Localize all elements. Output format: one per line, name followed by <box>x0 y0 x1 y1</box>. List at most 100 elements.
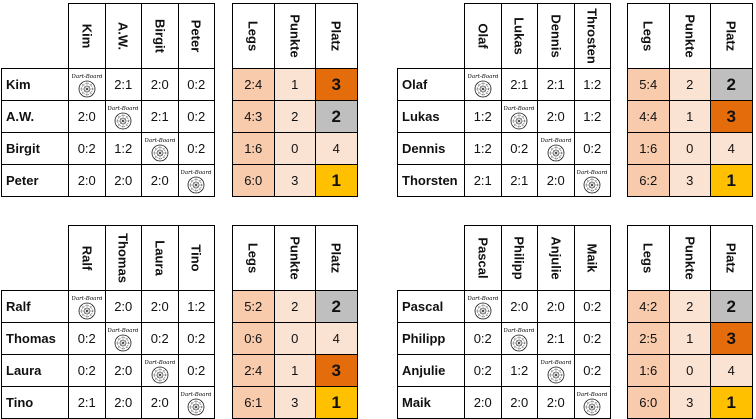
svg-text:Dart-Board: Dart-Board <box>577 392 607 398</box>
dartboard-logo-icon: Dart-Board <box>468 74 498 97</box>
player-column-label: Ralf <box>79 245 95 271</box>
rank-value: 3 <box>710 322 753 355</box>
match-result: 2:0 <box>104 354 142 387</box>
player-row: Thomas 0:2 Dart-Board 0:2 0:2 <box>1 322 215 355</box>
player-column-label: Philipp <box>511 236 527 280</box>
corner-cell <box>398 4 465 69</box>
legs-value: 2:5 <box>627 322 670 355</box>
match-result: 0:2 <box>573 132 611 165</box>
self-match-cell: Dart-Board <box>537 354 575 387</box>
match-result: 2:1 <box>500 164 538 197</box>
standings-column-label: Punkte <box>682 236 698 280</box>
match-result: 2:0 <box>68 164 106 197</box>
match-result: 2:1 <box>68 386 106 419</box>
points-value: 0 <box>668 132 711 165</box>
self-match-cell: Dart-Board <box>464 290 502 323</box>
player-row: Kim Dart-Board 2:1 2:0 0:2 <box>1 68 215 101</box>
player-column-label: Tino <box>188 244 204 272</box>
match-result: 2:0 <box>104 386 142 419</box>
standings-column-label: Legs <box>640 242 656 274</box>
dartboard-logo-icon: Dart-Board <box>577 170 607 193</box>
match-result: 0:2 <box>177 68 215 101</box>
self-match-cell: Dart-Board <box>573 386 611 419</box>
player-row-name: Thomas <box>1 322 69 355</box>
player-row: Pascal Dart-Board 2:0 2:0 0:2 <box>397 290 611 323</box>
standings-column-label: Platz <box>723 20 739 52</box>
standings-row: 1:6 0 4 <box>627 132 753 165</box>
standings-column-header: Legs <box>232 225 275 291</box>
standings-column-header: Legs <box>627 225 670 291</box>
dartboard-logo-icon: Dart-Board <box>541 360 571 383</box>
match-result: 1:2 <box>177 290 215 323</box>
legs-value: 0:6 <box>232 322 275 355</box>
match-result: 0:2 <box>177 322 215 355</box>
match-result: 2:0 <box>537 164 575 197</box>
rank-value: 4 <box>315 132 358 165</box>
standings-row: 6:0 3 1 <box>627 386 753 419</box>
header-row: Ralf Thomas Laura Tino <box>2 225 215 291</box>
standings-header-row: Legs Punkte Platz <box>627 225 753 291</box>
standings-row: 4:4 1 3 <box>627 100 753 133</box>
standings-column-header: Legs <box>627 3 670 69</box>
legs-value: 6:2 <box>627 164 670 197</box>
match-result: 2:1 <box>104 68 142 101</box>
standings-row: 1:6 0 4 <box>232 132 358 165</box>
standings-column-header: Punkte <box>273 225 316 291</box>
player-row-name: Tino <box>1 386 69 419</box>
points-value: 3 <box>273 164 316 197</box>
points-value: 3 <box>668 164 711 197</box>
svg-text:Dart-Board: Dart-Board <box>541 360 571 366</box>
rank-value: 2 <box>315 100 358 133</box>
points-value: 1 <box>273 354 316 387</box>
rank-value: 3 <box>315 354 358 387</box>
player-row: Ralf Dart-Board 2:0 2:0 1:2 <box>1 290 215 323</box>
player-column-header: Tino <box>177 225 215 291</box>
legs-value: 6:0 <box>627 386 670 419</box>
standings-column-header: Punkte <box>668 3 711 69</box>
self-match-cell: Dart-Board <box>104 322 142 355</box>
corner-cell <box>2 4 69 69</box>
self-match-cell: Dart-Board <box>500 322 538 355</box>
dartboard-logo-icon: Dart-Board <box>577 392 607 415</box>
match-result: 2:0 <box>141 386 179 419</box>
points-value: 0 <box>273 132 316 165</box>
svg-text:Dart-Board: Dart-Board <box>72 296 102 302</box>
player-column-header: Lukas <box>500 3 538 69</box>
player-column-header: Thomas <box>104 225 142 291</box>
match-matrix: Ralf Thomas Laura Tino Ralf Dart-Board 2:0 2:… <box>1 225 215 419</box>
dartboard-logo-icon: Dart-Board <box>468 296 498 319</box>
match-result: 2:0 <box>104 290 142 323</box>
player-column-header: Kim <box>68 3 106 69</box>
svg-text:Dart-Board: Dart-Board <box>108 106 138 112</box>
standings-column-label: Legs <box>640 20 656 52</box>
match-result: 1:2 <box>573 100 611 133</box>
player-row: A.W. 2:0 Dart-Board 2:1 0:2 <box>1 100 215 133</box>
standings-row: 4:2 2 2 <box>627 290 753 323</box>
dartboard-logo-icon: Dart-Board <box>108 106 138 129</box>
player-row-name: Olaf <box>397 68 465 101</box>
match-result: 0:2 <box>573 290 611 323</box>
svg-text:Dart-Board: Dart-Board <box>541 138 571 144</box>
standings-column-header: Platz <box>710 3 753 69</box>
svg-text:Dart-Board: Dart-Board <box>504 328 534 334</box>
match-result: 2:0 <box>500 386 538 419</box>
points-value: 1 <box>668 322 711 355</box>
player-row-name: Maik <box>397 386 465 419</box>
standings-column-header: Platz <box>315 225 358 291</box>
svg-text:Dart-Board: Dart-Board <box>145 138 175 144</box>
player-column-label: Throsten <box>584 8 600 64</box>
rank-value: 3 <box>710 100 753 133</box>
standings-row: 1:6 0 4 <box>627 354 753 387</box>
self-match-cell: Dart-Board <box>537 132 575 165</box>
match-result: 2:0 <box>141 164 179 197</box>
self-match-cell: Dart-Board <box>141 354 179 387</box>
header-row: Pascal Philipp Anjulie Maik <box>398 225 611 291</box>
match-result: 0:2 <box>177 354 215 387</box>
match-result: 2:0 <box>68 100 106 133</box>
player-column-label: Dennis <box>548 14 564 58</box>
points-value: 2 <box>273 290 316 323</box>
player-column-label: Kim <box>79 23 95 49</box>
match-result: 0:2 <box>500 132 538 165</box>
standings-row: 6:2 3 1 <box>627 164 753 197</box>
match-result: 2:0 <box>141 290 179 323</box>
